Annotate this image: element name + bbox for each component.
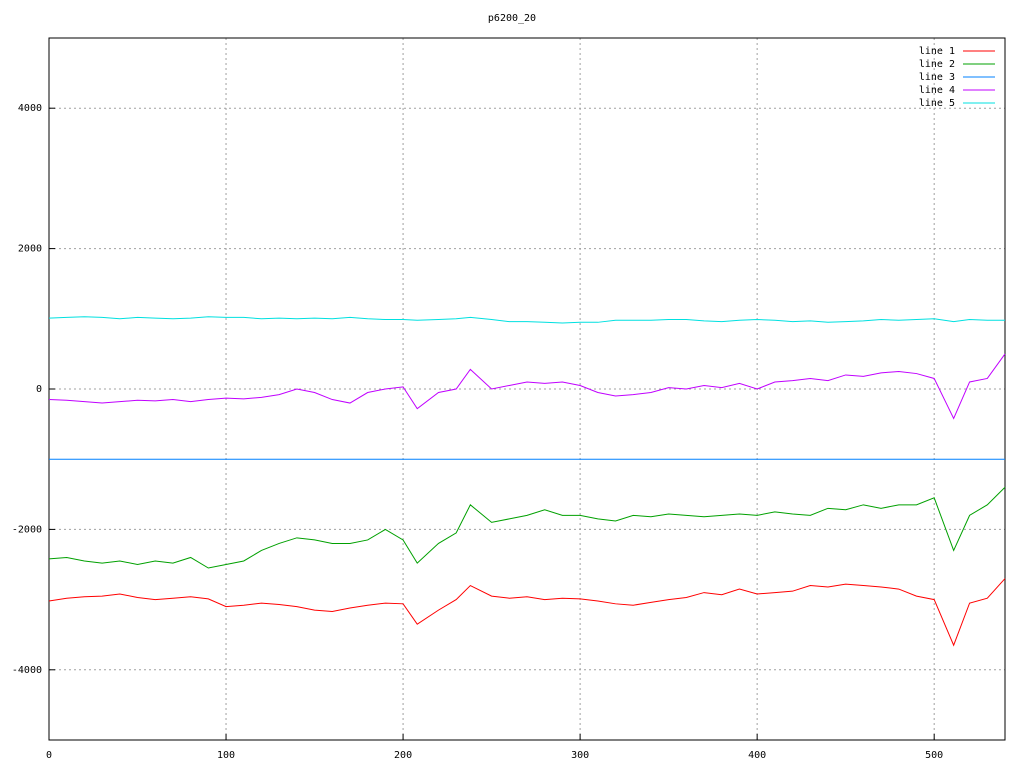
x-tick-label: 0 bbox=[46, 750, 52, 761]
x-tick-label: 200 bbox=[394, 750, 412, 761]
line-series bbox=[48, 353, 1006, 420]
x-tick-label: 400 bbox=[748, 750, 766, 761]
y-tick-label: 4000 bbox=[18, 103, 42, 114]
legend-label: line 4 bbox=[919, 85, 955, 96]
line-series bbox=[48, 486, 1006, 569]
y-tick-label: -4000 bbox=[12, 665, 42, 676]
x-tick-label: 500 bbox=[925, 750, 943, 761]
y-tick-label: 2000 bbox=[18, 244, 42, 255]
legend-label: line 5 bbox=[919, 98, 955, 109]
x-tick-label: 100 bbox=[217, 750, 235, 761]
y-tick-label: -2000 bbox=[12, 524, 42, 535]
line-series bbox=[48, 578, 1006, 647]
legend-label: line 3 bbox=[919, 72, 955, 83]
x-tick-label: 300 bbox=[571, 750, 589, 761]
chart-title: p6200_20 bbox=[488, 13, 536, 24]
plot-border bbox=[48, 37, 1006, 741]
y-tick-label: 0 bbox=[36, 384, 42, 395]
line-series bbox=[48, 316, 1005, 324]
legend-label: line 1 bbox=[919, 46, 955, 57]
legend-label: line 2 bbox=[919, 59, 955, 70]
